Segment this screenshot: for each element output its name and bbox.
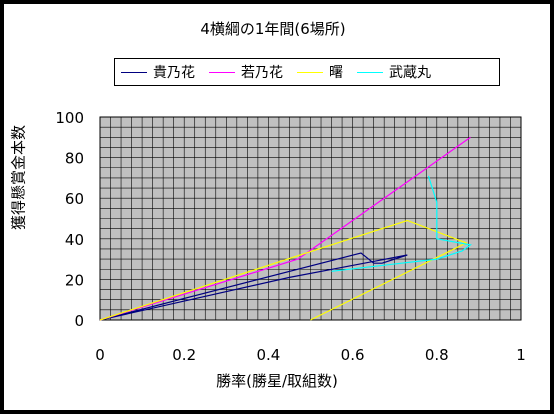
legend-swatch-akebono: [297, 71, 323, 73]
x-tick-label: 0.6: [341, 346, 365, 364]
legend-label-akebono: 曙: [329, 65, 343, 81]
x-axis-label: 勝率(勝星/取組数): [216, 372, 338, 390]
legend-item-wakanohana: 若乃花: [209, 62, 283, 82]
x-tick-label: 0.8: [425, 346, 449, 364]
y-tick-label: 100: [55, 109, 84, 127]
legend-label-musashimaru: 武蔵丸: [389, 65, 431, 81]
series-line-0: [99, 252, 408, 321]
x-tick-label: 0: [95, 346, 105, 364]
legend-swatch-takanohana: [121, 71, 147, 73]
legend-swatch-wakanohana: [209, 71, 235, 73]
legend-item-takanohana: 貴乃花: [121, 62, 195, 82]
x-tick-label: 0.4: [256, 346, 280, 364]
chart-title: 4横綱の1年間(6場所): [200, 20, 346, 38]
y-tick-label: 20: [65, 271, 84, 289]
y-tick-label: 40: [65, 231, 84, 249]
x-tick-label: 0.2: [172, 346, 196, 364]
y-tick-label: 60: [65, 190, 84, 208]
series-line-3: [331, 175, 472, 272]
legend-label-takanohana: 貴乃花: [153, 65, 195, 81]
y-tick-label: 80: [65, 150, 84, 168]
legend-item-musashimaru: 武蔵丸: [357, 62, 431, 82]
x-tick-label: 1: [516, 346, 526, 364]
legend-item-akebono: 曙: [297, 62, 343, 82]
series-line-2: [99, 219, 468, 321]
y-tick-label: 0: [74, 312, 84, 330]
series-line-1: [99, 136, 471, 321]
legend-label-wakanohana: 若乃花: [241, 65, 283, 81]
legend-swatch-musashimaru: [357, 71, 383, 73]
chart-legend: 貴乃花 若乃花 曙 武蔵丸: [114, 58, 500, 86]
